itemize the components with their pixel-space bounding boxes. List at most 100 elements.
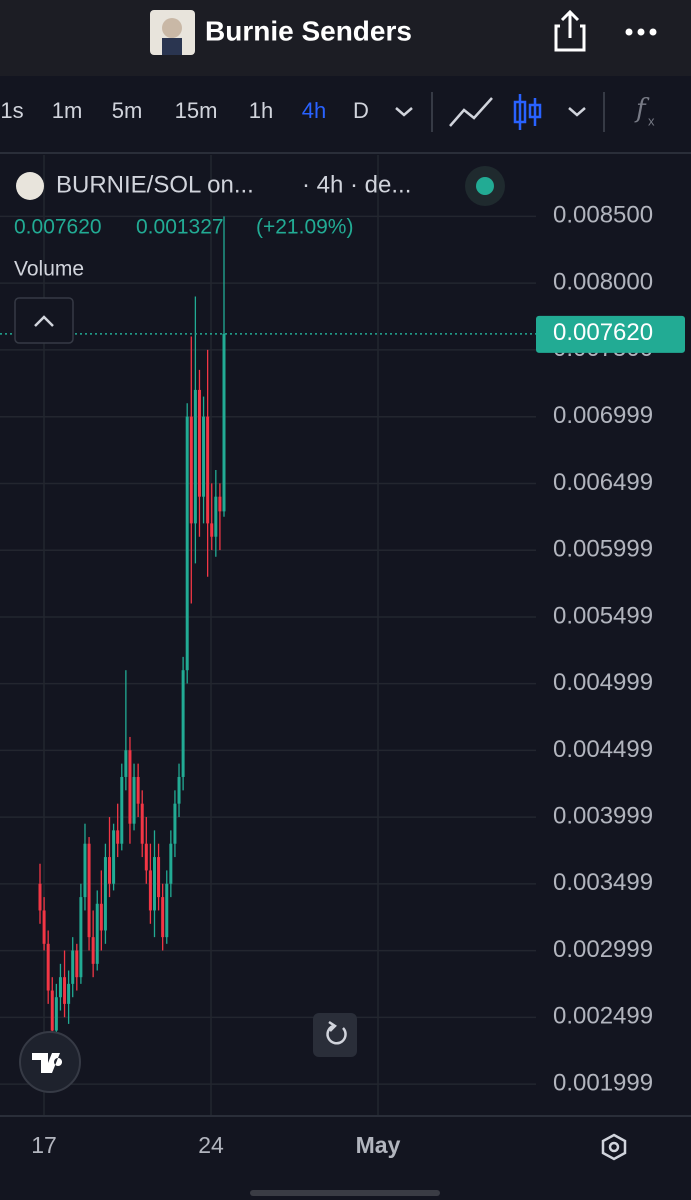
dot [625,28,633,36]
header-title: Burnie Senders [205,15,412,46]
share-arrow [560,9,580,38]
candle-body [54,997,58,1031]
chart-type-dropdown[interactable] [568,107,586,117]
candle-body [140,803,144,844]
candle-body [144,843,148,871]
candle-body [148,870,152,911]
avatar-suit [162,38,182,55]
reset-arrow [328,1020,337,1032]
icon-body [513,100,527,124]
interval-button[interactable]: 1h [249,98,273,123]
legend-change: 0.001327 [136,216,224,239]
candle-body [38,883,42,911]
interval-button[interactable]: 4h [302,98,326,123]
line-chart-icon[interactable] [449,97,493,127]
legend-symbol[interactable]: BURNIE/SOL on... [56,171,254,198]
candle-body [99,903,103,931]
dot [649,28,657,36]
candle-body [42,910,46,944]
y-tick-label: 0.005999 [553,536,653,563]
candle-body [214,496,218,537]
legend-change-pct: (+21.09%) [256,216,353,239]
candle-body [63,977,67,1004]
x-tick-label: 24 [198,1132,224,1158]
candle-body [87,843,91,938]
candle-body [103,857,107,931]
chevron-up [34,315,54,327]
y-tick-label: 0.004499 [553,736,653,763]
candle-body [189,416,193,524]
y-tick-label: 0.002999 [553,936,653,963]
volume-label: Volume [14,258,84,281]
header-bar [0,0,691,76]
interval-button[interactable]: 5m [112,98,143,123]
grid [0,155,536,1116]
settings-button[interactable] [601,1133,627,1161]
indicators-icon-x: x [648,113,655,128]
candle-body [206,416,210,524]
candle-body [128,750,132,824]
more-button[interactable] [625,28,657,36]
candle-body [112,830,116,884]
y-tick-label: 0.001999 [553,1069,653,1096]
gear-outline [601,1133,627,1161]
candle-body [108,857,112,884]
legend-price: 0.007620 [14,216,102,239]
reset-button[interactable] [313,1013,357,1057]
y-tick-label: 0.002499 [553,1003,653,1030]
candle-body [165,883,169,938]
y-tick-label: 0.006999 [553,402,653,429]
time-axis: 17 24 May [31,1132,400,1158]
collapse-button[interactable] [14,297,74,344]
y-tick-label: 0.003999 [553,802,653,829]
interval-button[interactable]: D [353,98,369,123]
home-indicator [250,1190,440,1196]
interval-dropdown[interactable] [395,107,413,117]
reset-icon [326,1024,347,1045]
candle-body [95,903,99,964]
candle-icon[interactable] [513,94,542,130]
last-price-badge [536,315,685,353]
candle-body [91,937,95,964]
candle-body [75,950,79,978]
candle-body [177,776,181,804]
candle-body [193,389,197,524]
symbol-avatar [16,172,44,200]
candle-body [222,333,226,512]
y-tick-label: 0.006499 [553,469,653,496]
icon-body [528,103,542,119]
candle-body [210,523,214,537]
gear-center [608,1141,620,1153]
legend-interval: · 4h · de... [302,171,411,198]
interval-group: 1s 1m 5m 15m 1h 4h D [0,98,369,123]
candle-body [116,830,120,844]
y-tick-label: 0.008000 [553,268,653,295]
y-tick-label: 0.004999 [553,669,653,696]
y-tick-label: 0.003499 [553,869,653,896]
status-dot [476,177,494,195]
candle-body [124,750,128,777]
y-tick-label: 0.005499 [553,602,653,629]
share-box [554,24,586,52]
interval-button[interactable]: 1m [52,98,83,123]
candle-body [71,950,75,984]
candle-body [132,776,136,824]
x-tick-label: May [356,1132,401,1158]
plot [0,216,536,1051]
candle-body [58,977,62,998]
interval-button[interactable]: 1s [0,98,23,123]
candle-body [181,670,185,777]
y-tick-label: 0.008500 [553,202,653,229]
candle-body [169,843,173,884]
candle-body [202,416,206,497]
share-button[interactable] [554,9,586,52]
interval-button[interactable]: 15m [175,98,218,123]
last-price-label: 0.007620 [553,319,653,346]
candle-body [83,843,87,898]
toolbar [0,76,691,152]
candle-body [157,857,161,898]
candle-body [197,389,201,497]
candle-body [79,897,83,978]
